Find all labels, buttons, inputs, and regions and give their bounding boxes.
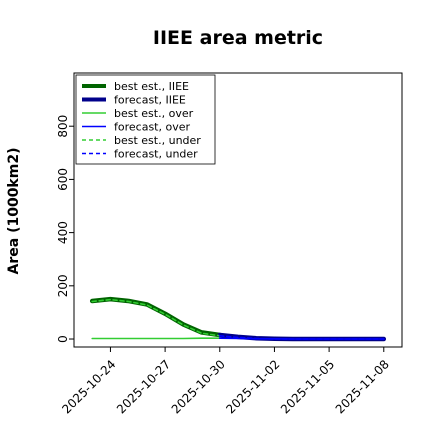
- y-tick-label: 200: [56, 274, 70, 297]
- legend-box: [75, 74, 216, 165]
- x-axis: 2025-10-242025-10-272025-10-302025-11-02…: [59, 347, 392, 416]
- legend-label: best est., under: [114, 134, 201, 147]
- y-axis: 0 200 400 600 800: [56, 115, 74, 343]
- series-line-0: [89, 296, 223, 338]
- x-tick-label: 2025-10-30: [169, 357, 228, 416]
- legend-label: forecast, IIEE: [114, 94, 186, 107]
- plot-lines: [89, 296, 387, 342]
- series-line-5: [219, 334, 385, 340]
- legend-label: best est., IIEE: [114, 80, 189, 93]
- y-axis-label: Area (1000km2): [6, 148, 22, 275]
- y-tick-label: 400: [56, 221, 70, 244]
- series-line-4: [91, 298, 221, 337]
- legend-label: best est., over: [114, 107, 194, 120]
- x-tick-label: 2025-11-05: [278, 357, 337, 416]
- plot-frame: [73, 72, 403, 348]
- x-tick-label: 2025-10-27: [114, 357, 173, 416]
- y-tick-label: 0: [56, 335, 70, 343]
- chart-title: IIEE area metric: [153, 27, 323, 49]
- y-tick-label: 800: [56, 115, 70, 138]
- x-tick-label: 2025-10-24: [59, 357, 118, 416]
- x-tick-label: 2025-11-08: [333, 357, 392, 416]
- legend-label: forecast, over: [114, 121, 190, 134]
- legend-label: forecast, under: [114, 148, 198, 161]
- x-tick-label: 2025-11-02: [223, 357, 282, 416]
- y-tick-label: 600: [56, 168, 70, 191]
